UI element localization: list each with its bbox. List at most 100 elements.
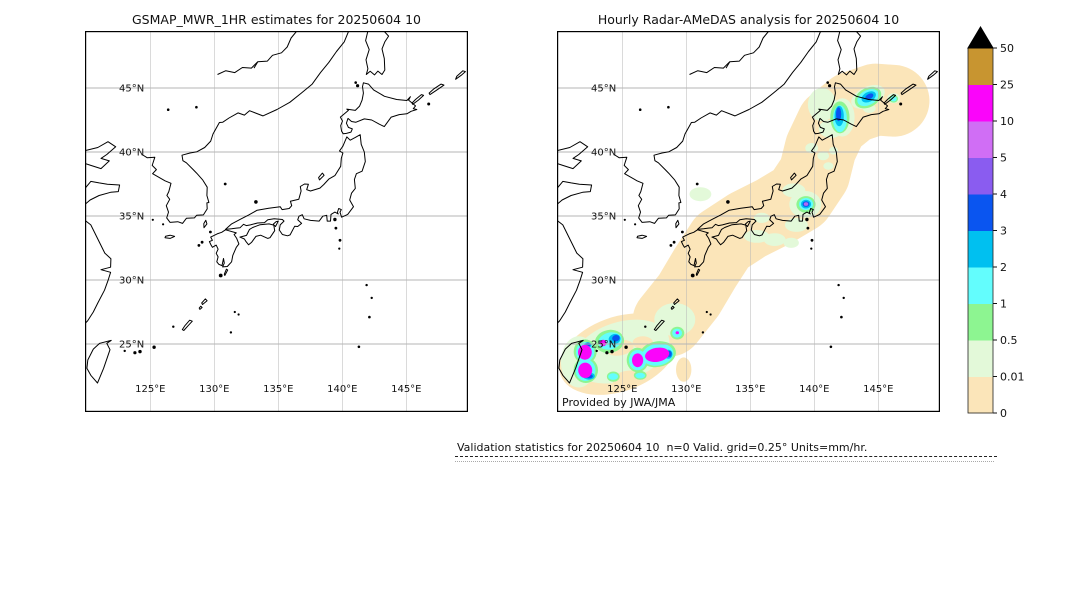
island-dot — [370, 296, 373, 300]
radar-map-panel: 45°N 40°N 35°N 30°N 25°N 125°E 130°E 135°E 140°E… — [557, 31, 940, 412]
precip-blob — [612, 334, 620, 342]
island-dot — [899, 102, 903, 106]
colorbar-segment-2 — [968, 230, 993, 268]
coastline-path — [613, 31, 822, 224]
colorbar-tick-label: 25 — [1000, 79, 1014, 92]
coastline-polygon — [428, 83, 445, 96]
island-dot — [634, 223, 637, 226]
coastline-polygon — [675, 219, 680, 229]
island-dot — [638, 108, 642, 111]
coastline-polygon — [201, 298, 208, 305]
colorbar-tick-label: 10 — [1000, 115, 1014, 128]
radar-panel-title: Hourly Radar-AMeDAS analysis for 2025060… — [597, 12, 900, 27]
coastline-path — [689, 31, 770, 75]
coastline-path — [557, 180, 593, 205]
island-dot — [365, 283, 368, 287]
precip-blob — [578, 362, 593, 378]
colorbar-segment-0.5 — [968, 303, 993, 341]
caption-divider-dashed — [455, 456, 997, 457]
precip-blob — [823, 162, 834, 170]
lon-tick-label: 140°E — [799, 384, 829, 395]
colorbar-segment-10 — [968, 84, 993, 122]
precip-blob — [803, 202, 809, 206]
coastline-path — [85, 180, 121, 205]
small-islands — [595, 81, 903, 355]
island-dot — [672, 240, 676, 244]
coastline-path — [217, 31, 298, 75]
precip-blob — [784, 217, 808, 232]
coastline-polygon — [339, 82, 418, 135]
colorbar-tick-label: 50 — [1000, 42, 1014, 55]
colorbar-tick-label: 1 — [1000, 298, 1007, 311]
coastline-polygon — [744, 220, 751, 227]
island-dot — [667, 105, 670, 109]
island-dot — [223, 182, 227, 186]
precip-colorbar: 50 25 10 5 4 3 2 1 0.5 0.01 0 — [967, 26, 1025, 420]
coastline-polygon — [411, 94, 425, 105]
island-dot — [695, 182, 699, 186]
coastline-polygon — [883, 94, 897, 105]
map-frame — [85, 31, 468, 412]
island-dot — [356, 84, 360, 88]
axis-tick-labels: 45°N 40°N 35°N 30°N 25°N 125°E 130°E 135°E 140°E… — [119, 84, 422, 396]
precip-blob — [763, 233, 786, 247]
coastline-polygon — [272, 220, 279, 227]
coastline-polygon — [636, 234, 648, 239]
coastline-path — [557, 220, 584, 324]
lon-tick-label: 135°E — [735, 384, 765, 395]
provider-credit: Provided by JWA/JMA — [562, 396, 676, 409]
island-dot — [837, 283, 840, 287]
island-dot — [237, 313, 240, 316]
lon-tick-label: 130°E — [199, 384, 229, 395]
colorbar-tick-label: 0.01 — [1000, 371, 1025, 384]
island-dot — [427, 102, 431, 106]
island-dot — [709, 313, 712, 316]
island-dot — [172, 325, 175, 328]
island-dot — [197, 244, 201, 247]
island-dot — [133, 351, 137, 355]
coastline-path — [141, 31, 350, 224]
coastline-polygon — [670, 305, 675, 310]
lat-tick-label: 25°N — [119, 340, 144, 351]
colorbar-segment-1 — [968, 267, 993, 304]
colorbar-tick-label: 2 — [1000, 261, 1007, 274]
gsmap-panel-title: GSMAP_MWR_1HR estimates for 20250604 10 — [132, 12, 421, 27]
coastline-polygon — [455, 70, 466, 80]
island-dot — [209, 230, 212, 234]
island-dot — [333, 217, 337, 222]
coastline-polygon — [558, 339, 584, 384]
precip-blob — [675, 331, 679, 335]
coastline-polygon — [697, 134, 838, 237]
coastline-polygon — [790, 172, 797, 181]
lat-tick-label: 35°N — [591, 212, 616, 223]
colorbar-segment-0 — [968, 376, 993, 414]
precip-blob — [608, 373, 618, 380]
island-dot — [334, 226, 338, 230]
lat-tick-label: 45°N — [119, 84, 144, 95]
lat-tick-label: 40°N — [119, 148, 144, 159]
island-dot — [624, 345, 628, 349]
island-dot — [842, 296, 845, 300]
lat-tick-label: 45°N — [591, 84, 616, 95]
small-islands — [123, 81, 431, 355]
coastline-path — [85, 141, 117, 170]
precip-blob — [890, 96, 897, 102]
colorbar-segment-5 — [968, 121, 993, 158]
coastline-polygon — [181, 319, 193, 331]
island-dot — [826, 81, 829, 84]
coastline-polygon — [900, 83, 917, 96]
precip-blob — [807, 88, 837, 122]
precip-blob — [754, 212, 770, 223]
validation-caption: Validation statistics for 20250604 10 n=… — [457, 441, 868, 454]
island-dot — [681, 230, 684, 234]
coastline-polygon — [837, 31, 862, 76]
island-dot — [705, 310, 708, 314]
precip-blob — [632, 353, 644, 368]
island-dot — [151, 218, 154, 221]
colorbar-tick-label: 5 — [1000, 152, 1007, 165]
axis-tick-labels: 45°N 40°N 35°N 30°N 25°N 125°E 130°E 135°E 140°E… — [591, 84, 894, 396]
island-dot — [200, 240, 204, 244]
coastline-polygon — [811, 82, 890, 135]
island-dot — [605, 351, 609, 355]
